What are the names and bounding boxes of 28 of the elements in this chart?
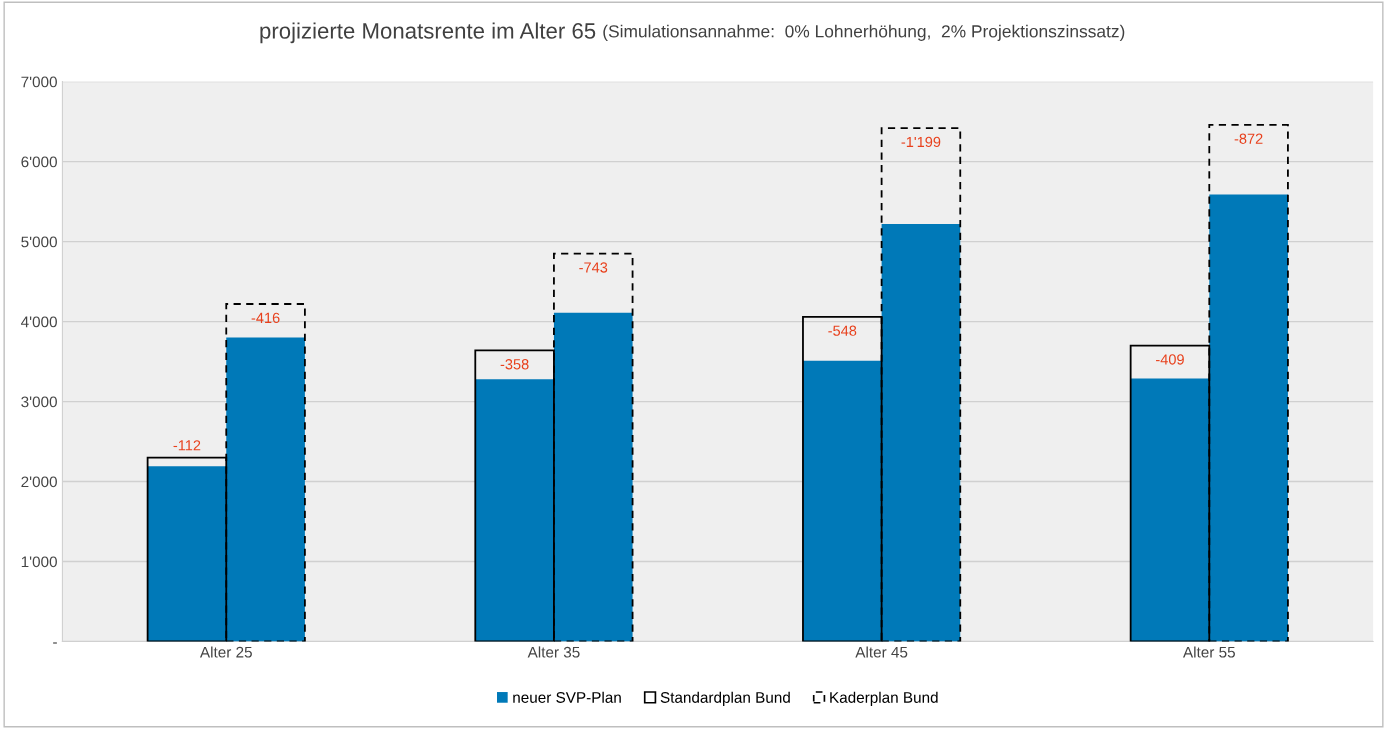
annotation: -112 <box>173 440 201 451</box>
y-tick-label: 6'000 <box>21 156 57 168</box>
annotation: -416 <box>251 312 280 324</box>
annotation: -409 <box>1156 354 1184 365</box>
annotation: -743 <box>579 262 608 273</box>
legend-label: Standardplan Bund <box>660 691 790 706</box>
x-tick-label: Alter 45 <box>855 646 908 658</box>
y-tick-label: 2'000 <box>21 476 57 488</box>
annotation: -872 <box>1234 133 1263 144</box>
y-tick-label: 1'000 <box>21 556 57 568</box>
annotation: -1'199 <box>901 136 941 148</box>
chart-subtitle: (Simulationsannahme: 0% Lohnerhöhung, 2% Projektionszinssatz) <box>603 24 1125 41</box>
y-tick-label: 7'000 <box>21 76 57 88</box>
bar <box>553 312 633 642</box>
x-tick-label: Alter 25 <box>199 646 252 658</box>
legend-label: Kaderplan Bund <box>830 691 938 706</box>
y-tick-label: 3'000 <box>21 396 57 408</box>
chart-title: projizierte Monatsrente im Alter 65 <box>260 22 596 44</box>
annotation: -548 <box>828 325 857 336</box>
legend-label: neuer SVP-Plan <box>513 691 621 703</box>
y-tick-label: - <box>53 642 57 644</box>
x-tick-label: Alter 55 <box>1183 646 1235 658</box>
y-tick-label: 5'000 <box>21 236 57 248</box>
bar <box>1209 194 1288 642</box>
x-tick-label: Alter 35 <box>527 646 580 658</box>
y-tick-label: 4'000 <box>21 316 57 328</box>
bar <box>881 224 961 642</box>
annotation: -358 <box>500 359 529 370</box>
